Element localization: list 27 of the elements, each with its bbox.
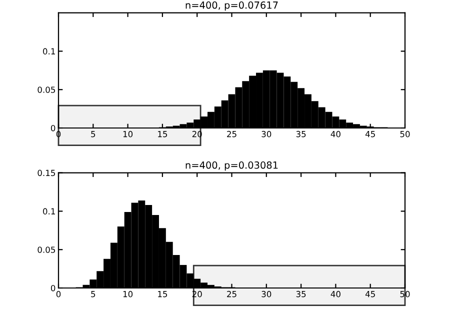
x-tick-label: 45 (365, 291, 375, 298)
chart-title: n=400, p=0.03081 (186, 161, 278, 171)
x-tick-label: 30 (262, 130, 272, 138)
y-tick-label: 0.15 (38, 170, 55, 176)
x-tick-label: 45 (365, 131, 375, 138)
x-tick-label: 35 (296, 290, 306, 298)
x-tick-label: 5 (91, 131, 96, 138)
x-tick-label: 15 (158, 291, 168, 298)
x-tick-label: 40 (330, 290, 340, 298)
x-tick-label: 15 (158, 131, 168, 138)
x-tick-label: 50 (400, 130, 410, 138)
x-tick-label: 30 (262, 290, 272, 298)
x-tick-label: 35 (296, 130, 306, 138)
x-tick-label: 40 (330, 130, 340, 138)
y-tick-label: 0.05 (38, 246, 55, 253)
x-tick-label: 25 (227, 290, 236, 298)
x-tick-label: 10 (123, 130, 133, 138)
y-tick-label: 0.1 (43, 208, 55, 214)
chart-title: n=400, p=0.07617 (186, 1, 278, 11)
y-tick-label: 0 (50, 124, 56, 132)
y-tick-label: 0.1 (43, 48, 55, 54)
x-tick-label: 5 (91, 291, 96, 298)
x-tick-label: 10 (123, 290, 133, 298)
y-tick-label: 0 (50, 284, 56, 292)
y-tick-label: 0.05 (38, 86, 55, 93)
x-tick-label: 25 (227, 130, 236, 138)
x-tick-label: 0 (56, 290, 61, 298)
